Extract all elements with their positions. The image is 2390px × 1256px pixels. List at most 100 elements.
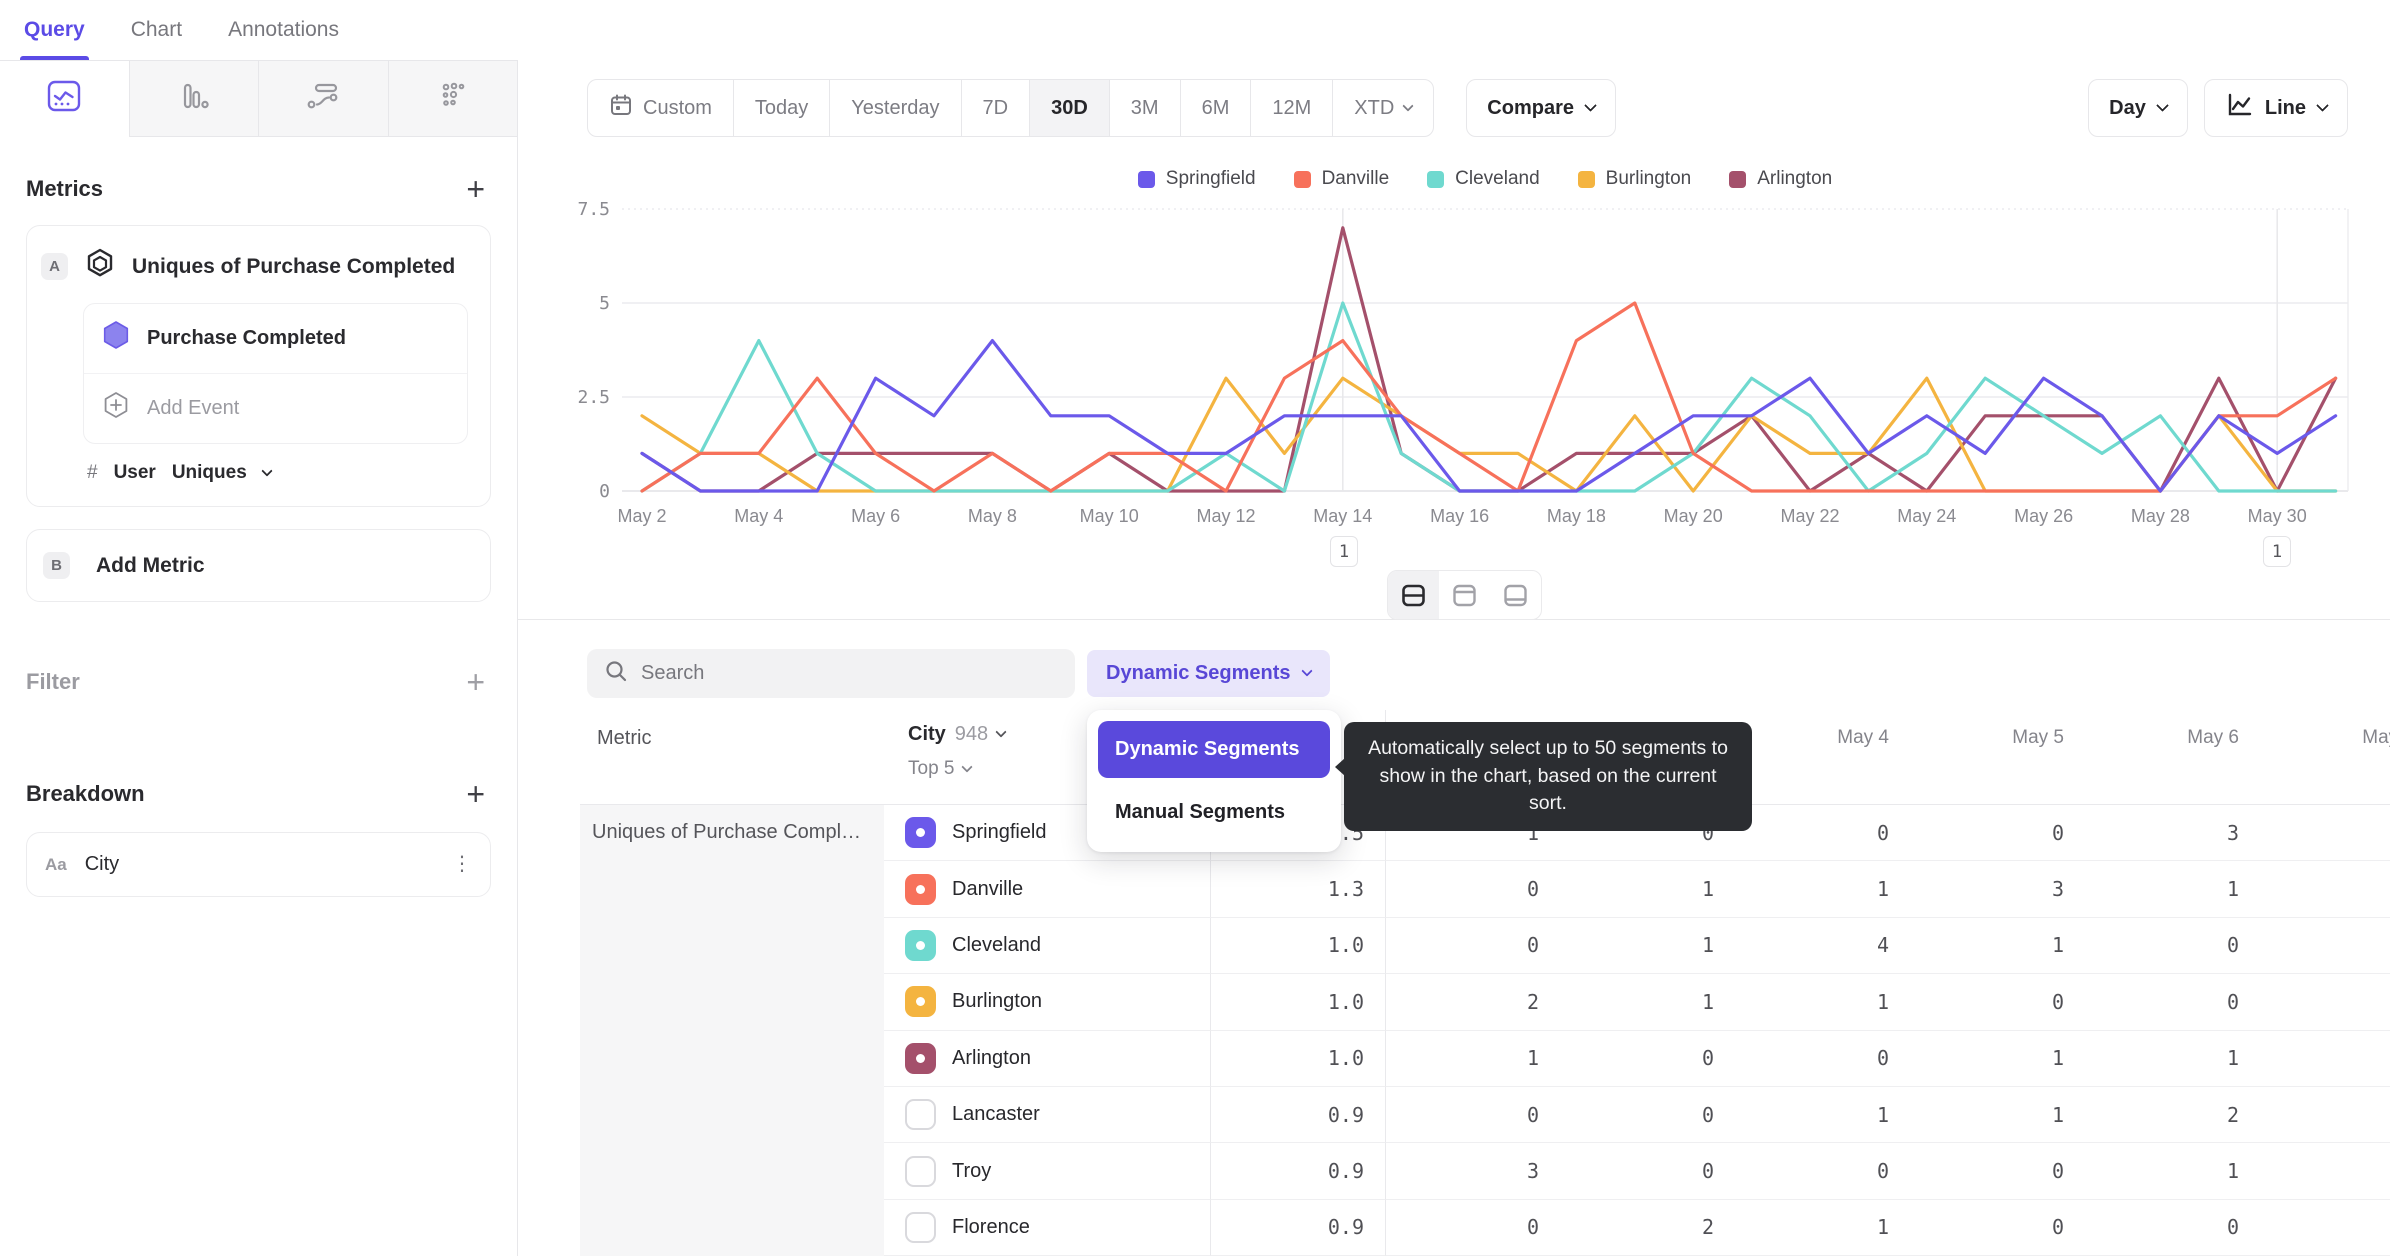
- day-value: 0: [1911, 1143, 2086, 1200]
- chart-type-tab[interactable]: [387, 61, 517, 136]
- chart-type-tab[interactable]: [128, 61, 258, 136]
- menu-item-dynamic-segments[interactable]: Dynamic Segments: [1098, 721, 1330, 778]
- legend-item-arlington[interactable]: Arlington: [1729, 168, 1832, 190]
- search-icon: [604, 659, 628, 688]
- tab-chart[interactable]: Chart: [130, 18, 183, 41]
- add-event-row[interactable]: Add Event: [84, 373, 467, 443]
- range-12m[interactable]: 12M: [1250, 80, 1332, 136]
- chart-style-button[interactable]: Line: [2203, 79, 2348, 137]
- checked-checkbox[interactable]: [905, 929, 936, 961]
- search-input[interactable]: [641, 662, 1058, 685]
- x-axis-tick: May 26: [2014, 506, 2073, 526]
- filter-section-header: Filter +: [26, 666, 491, 698]
- range-30d[interactable]: 30D: [1029, 80, 1109, 136]
- annotation-marker[interactable]: 1: [1330, 536, 1358, 567]
- range-6m[interactable]: 6M: [1179, 80, 1251, 136]
- checked-checkbox[interactable]: [905, 986, 936, 1018]
- measure-selector[interactable]: # User Uniques: [87, 462, 474, 484]
- add-filter-plus-icon[interactable]: +: [466, 664, 485, 700]
- number-type-icon: #: [87, 462, 98, 483]
- tab-query[interactable]: Query: [20, 0, 89, 60]
- table-header-metric: Metric: [580, 710, 884, 805]
- metric-a-card: A Uniques of Purchase Completed: [26, 225, 491, 507]
- day-value: 1: [1911, 1087, 2086, 1144]
- chevron-down-icon: [1402, 99, 1414, 112]
- legend-item-springfield[interactable]: Springfield: [1137, 168, 1256, 190]
- city-name: Danville: [952, 877, 1024, 900]
- range-label: 30D: [1051, 96, 1088, 119]
- granularity-label: Day: [2109, 96, 2146, 119]
- add-metric-plus-icon[interactable]: +: [466, 171, 485, 207]
- table-row-city-florence[interactable]: Florence: [884, 1200, 1210, 1256]
- add-breakdown-plus-icon[interactable]: +: [466, 776, 485, 812]
- day-value: 1: [1736, 974, 1911, 1031]
- menu-item-manual-segments[interactable]: Manual Segments: [1115, 801, 1286, 823]
- unchecked-checkbox[interactable]: [905, 1211, 936, 1243]
- chevron-down-icon: [995, 726, 1007, 738]
- average-value: 1.3: [1210, 861, 1386, 918]
- x-axis-tick: May 8: [968, 506, 1017, 526]
- day-value: [2261, 1031, 2390, 1087]
- line-chart[interactable]: 7.5 5 2.5 0 May 2 May 4 May 6 May 8 May 10 May 12…: [518, 150, 2390, 540]
- legend-item-cleveland[interactable]: Cleveland: [1427, 168, 1540, 190]
- y-axis-tick: 2.5: [577, 387, 610, 408]
- range-xtd[interactable]: XTD: [1332, 80, 1433, 136]
- metric-a-title[interactable]: Uniques of Purchase Completed: [132, 254, 456, 278]
- legend-item-danville[interactable]: Danville: [1293, 168, 1389, 190]
- checked-checkbox[interactable]: [905, 817, 936, 849]
- chart-style-label: Line: [2264, 96, 2306, 119]
- checked-checkbox[interactable]: [905, 1042, 936, 1074]
- chart-top-view-icon[interactable]: [1439, 571, 1490, 619]
- segments-dropdown-menu: Dynamic Segments Manual Segments: [1087, 710, 1341, 852]
- x-axis-tick: May 4: [734, 506, 783, 526]
- breakdown-title: Breakdown: [26, 781, 145, 806]
- checked-checkbox[interactable]: [905, 873, 936, 905]
- range-today[interactable]: Today: [732, 80, 829, 136]
- series-line-arlington[interactable]: [640, 226, 2338, 493]
- granularity-button[interactable]: Day: [2088, 79, 2188, 137]
- kebab-menu-icon[interactable]: ⋮: [452, 853, 472, 875]
- range-3m[interactable]: 3M: [1108, 80, 1180, 136]
- line-chart-icon: [46, 78, 82, 119]
- table-row-city-springfield[interactable]: Springfield: [884, 805, 1210, 862]
- range-custom[interactable]: Custom: [588, 80, 733, 136]
- range-yesterday[interactable]: Yesterday: [829, 80, 960, 136]
- day-value: 1: [1561, 861, 1736, 918]
- unchecked-checkbox[interactable]: [905, 1099, 936, 1131]
- day-value: 0: [2086, 918, 2261, 975]
- range-7d[interactable]: 7D: [960, 80, 1030, 136]
- series-line-springfield[interactable]: [640, 339, 2338, 493]
- chevron-down-icon: [2316, 99, 2329, 112]
- table-row-city-burlington[interactable]: Burlington: [884, 974, 1210, 1031]
- table-row-city-danville[interactable]: Danville: [884, 861, 1210, 918]
- table-bottom-view-icon[interactable]: [1490, 571, 1541, 619]
- unchecked-checkbox[interactable]: [905, 1155, 936, 1187]
- measure-aggregation: Uniques: [171, 462, 247, 483]
- filter-title: Filter: [26, 669, 80, 694]
- metric-b-card[interactable]: B Add Metric: [26, 529, 491, 602]
- annotation-marker[interactable]: 1: [2263, 536, 2291, 567]
- chart-type-tab[interactable]: [0, 61, 129, 137]
- x-axis-tick: May 24: [1897, 506, 1956, 526]
- table-header-group: City 948 Top 5: [884, 710, 1210, 805]
- tab-annotations[interactable]: Annotations: [228, 18, 339, 41]
- chart-type-tab[interactable]: [258, 61, 388, 136]
- series-line-danville[interactable]: [640, 301, 2338, 493]
- table-row-city-arlington[interactable]: Arlington: [884, 1031, 1210, 1087]
- split-rows-view-icon[interactable]: [1388, 571, 1439, 619]
- day-value: [2261, 918, 2390, 975]
- compare-button[interactable]: Compare: [1466, 79, 1616, 137]
- add-event-label: Add Event: [147, 397, 240, 419]
- segments-mode-button[interactable]: Dynamic Segments: [1087, 650, 1330, 697]
- x-axis-tick: May 6: [851, 506, 900, 526]
- top-filter-label[interactable]: Top 5: [908, 758, 955, 779]
- legend-item-burlington[interactable]: Burlington: [1577, 168, 1691, 190]
- query-sidebar: Metrics + A Uniques of Purchase Complete…: [0, 61, 518, 1256]
- table-row-city-troy[interactable]: Troy: [884, 1143, 1210, 1200]
- table-header-day: May 6: [2086, 710, 2261, 805]
- table-row-city-lancaster[interactable]: Lancaster: [884, 1087, 1210, 1144]
- table-row-city-cleveland[interactable]: Cleveland: [884, 918, 1210, 975]
- event-row[interactable]: Purchase Completed: [84, 304, 467, 373]
- breakdown-property-card[interactable]: Aa City ⋮: [26, 832, 491, 897]
- group-by-name[interactable]: City: [908, 723, 946, 745]
